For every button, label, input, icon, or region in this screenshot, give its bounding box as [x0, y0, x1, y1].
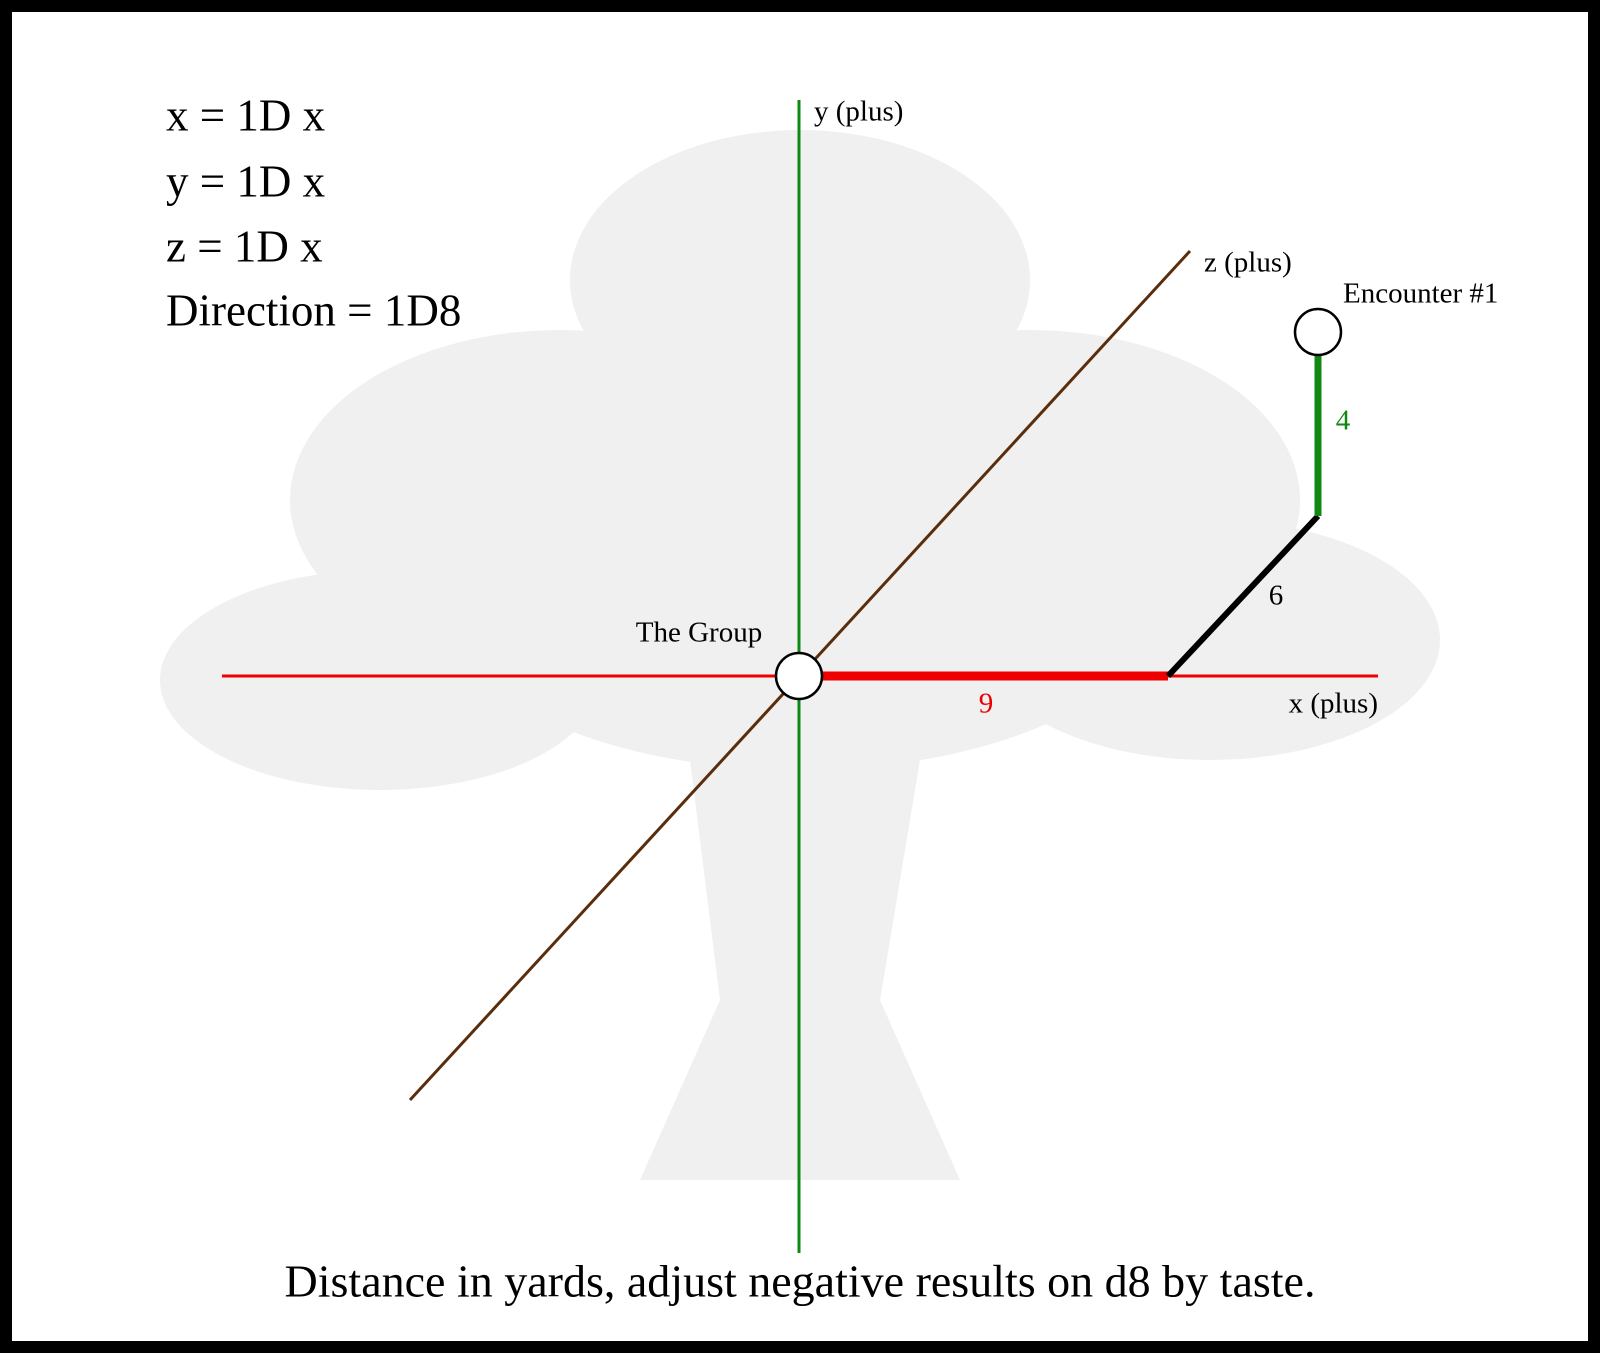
- encounter-node: [1293, 307, 1343, 357]
- formula: y = 1D x: [166, 156, 325, 206]
- segment-label: 9: [979, 688, 994, 720]
- group-node: [774, 651, 824, 701]
- segment-label: 6: [1269, 580, 1284, 612]
- footer: Distance in yards, adjust negative resul…: [285, 1256, 1316, 1307]
- formulas: x = 1D x y = 1D x z = 1D x Direction = 1…: [166, 90, 461, 335]
- z-segment: [1165, 513, 1321, 679]
- segment-label: 4: [1336, 405, 1351, 437]
- formula: z = 1D x: [166, 221, 323, 271]
- node-label: Encounter #1: [1343, 278, 1498, 310]
- axis-label: x (plus): [1289, 688, 1378, 720]
- tree-background: [160, 130, 1440, 1180]
- labels: y (plus) z (plus) x (plus) The Group Enc…: [636, 96, 1499, 720]
- formula: Direction = 1D8: [166, 285, 461, 335]
- node-label: The Group: [636, 617, 762, 649]
- axis-label: z (plus): [1204, 247, 1292, 279]
- axis-label: y (plus): [814, 96, 903, 128]
- formula: x = 1D x: [166, 90, 325, 140]
